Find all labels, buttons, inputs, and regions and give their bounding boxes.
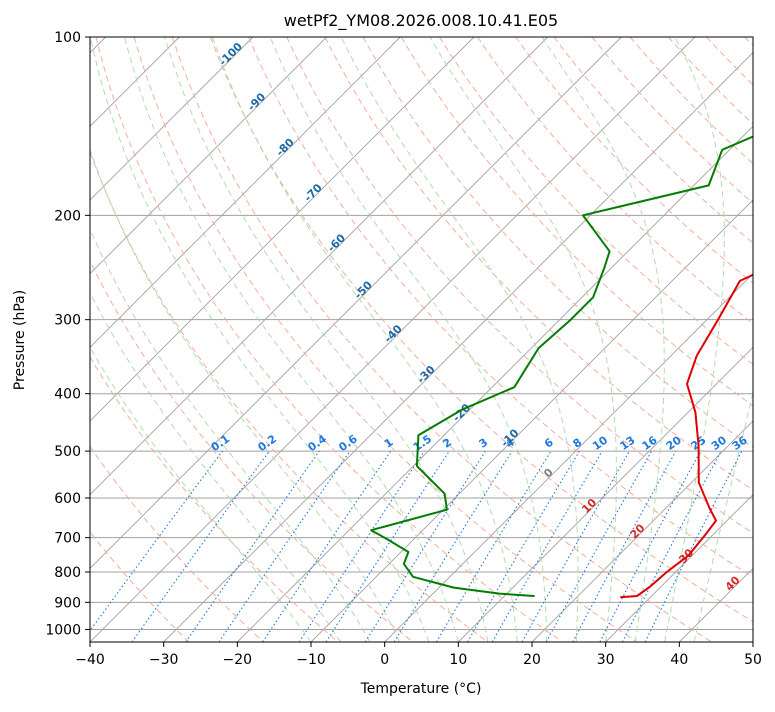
mixing-ratio-label: 36 [730,433,750,453]
y-tick-label: 900 [54,595,81,611]
isotherm-line [0,37,253,642]
mixing-ratio-label: 1 [382,436,396,451]
isotherm-line [237,37,775,642]
x-axis-label: Temperature (°C) [360,681,482,697]
moist-adiabat [430,37,617,642]
plot-frame [90,37,753,642]
mixing-ratio-line [573,451,676,642]
x-tick-label: −40 [75,652,105,668]
isotherm-line [164,37,769,642]
mixing-ratio-line [468,451,580,642]
isotherm-label: -80 [274,135,297,158]
y-axis: 100 200 300 400 500 600 700 800 900 1000 [45,30,90,638]
isotherm-label: -20 [450,401,473,424]
x-tick-label: −20 [223,652,253,668]
y-tick-label: 100 [54,30,81,46]
mixing-ratio-label: 30 [709,433,729,453]
dry-adiabat [0,37,264,642]
isotherm-line [0,37,327,642]
x-tick-label: 30 [597,652,615,668]
dry-adiabat [707,37,775,642]
isotherm-line [679,37,775,642]
mixing-ratio-line [600,451,701,642]
mixing-ratio-line [546,451,651,642]
isotherm-label: -100 [216,40,245,69]
y-tick-label: 400 [54,387,81,403]
dry-adiabat [745,37,775,642]
mixing-ratio-line [365,451,485,642]
mixing-ratio-line [436,451,551,642]
isotherm-label: -10 [498,426,521,449]
isotherm-label: -90 [245,90,268,113]
mixing-ratio-label: 6 [542,436,556,451]
mixing-ratio-label: 20 [664,433,684,453]
moist-adiabat [11,37,341,642]
y-tick-label: 500 [54,444,81,460]
moist-adiabat [90,37,429,642]
isotherm-line [458,37,775,642]
y-tick-label: 700 [54,531,81,547]
moist-adiabat [61,37,400,642]
chart-title: wetPf2_YM08.2026.008.10.41.E05 [284,11,558,31]
isotherm-line [16,37,621,642]
x-tick-label: 20 [523,652,541,668]
dry-adiabat [0,37,189,642]
dry-adiabat [0,37,338,642]
y-tick-label: 300 [54,313,81,329]
moist-adiabat [212,37,517,642]
isotherm-label: 20 [628,521,648,541]
moist-adiabat [0,37,311,642]
isotherm-label: 10 [579,496,599,516]
isotherm-label: -50 [352,278,375,301]
isotherm-line [0,37,474,642]
dry-adiabat [478,37,775,642]
y-axis-label: Pressure (hPa) [12,290,28,390]
y-tick-label: 200 [54,208,81,224]
mixing-ratio-label: 16 [640,433,660,453]
isotherm-label: -40 [382,322,405,345]
isotherm-line [0,37,400,642]
x-tick-label: −30 [149,652,179,668]
mixing-ratio-line [263,451,391,642]
x-tick-label: −10 [296,652,326,668]
dry-adiabat [96,37,562,642]
mixing-ratio-label: 10 [590,433,610,453]
dry-adiabat [20,37,413,642]
mixing-ratio-label: 2 [440,436,454,451]
isotherm-line [532,37,775,642]
dry-adiabat [172,37,711,642]
x-tick-label: 50 [744,652,762,668]
dry-adiabat [58,37,488,642]
mixing-ratio-label: 13 [617,434,637,453]
temperature-line [621,37,775,597]
mixing-ratio-line [299,451,424,642]
x-tick-label: 40 [670,652,688,668]
x-tick-label: 0 [380,652,389,668]
moist-adiabat [165,37,488,642]
y-tick-label: 600 [54,491,81,507]
dry-adiabat [554,37,775,642]
moist-adiabat [34,37,370,642]
isotherm-label: -30 [415,363,438,386]
y-tick-label: 1000 [45,622,81,638]
mixing-ratio-label: 8 [571,436,585,451]
isotherm-line [753,37,775,642]
x-tick-label: 10 [449,652,467,668]
mixing-ratio-line [82,451,223,642]
isotherm-label: -60 [325,231,348,254]
y-tick-label: 800 [54,565,81,581]
x-axis: −40 −30 −20 −10 0 10 20 30 40 50 [75,642,762,668]
isotherm-label: 40 [723,573,743,593]
isotherm-label: -70 [302,181,325,204]
profile-lines [371,37,775,597]
mixing-ratio-label: 3 [477,436,491,451]
